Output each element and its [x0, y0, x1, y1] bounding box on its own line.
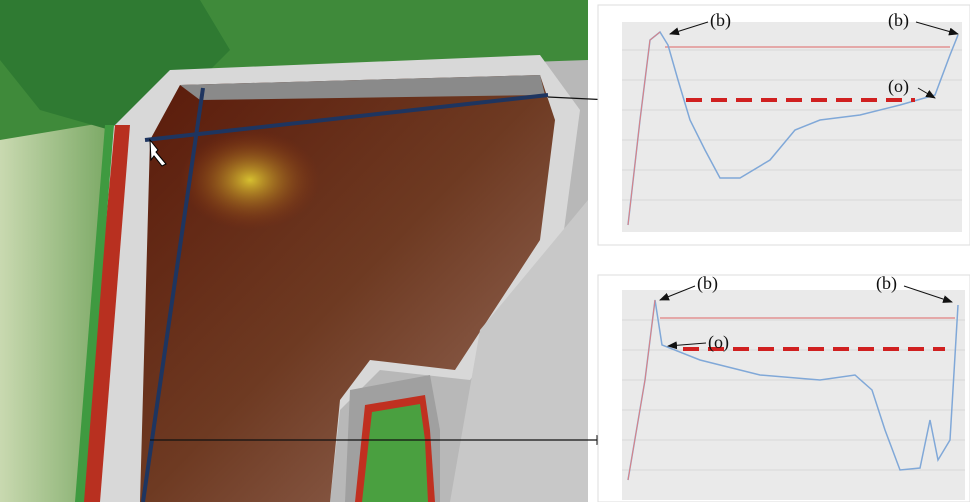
annotation-label: (b) — [876, 273, 897, 294]
annotation-label: (o) — [888, 76, 909, 97]
annotation-label: (b) — [888, 10, 909, 31]
profile-bottom: (b) (b) (o) — [598, 273, 970, 502]
annotation-label: (o) — [708, 332, 729, 353]
annotation-label: (b) — [710, 10, 731, 31]
figure: (b) (b) (o) (b) (b) (o) — [0, 0, 970, 502]
terrain-map — [0, 0, 610, 502]
annotation-label: (b) — [697, 273, 718, 294]
profile-top: (b) (b) (o) — [598, 5, 970, 245]
